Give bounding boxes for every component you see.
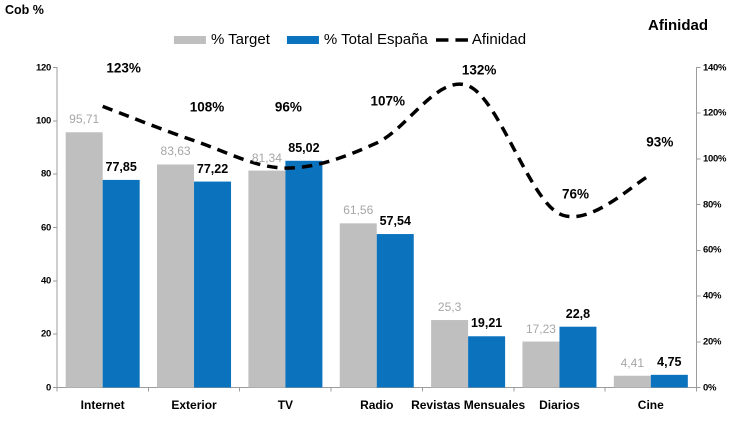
- line-label-4: 107%: [370, 93, 406, 109]
- bar-label-espana-2: 77,22: [196, 161, 229, 176]
- line-label-7: 93%: [646, 134, 674, 150]
- bar-label-target-6: 17,23: [525, 321, 556, 336]
- legend-label-afinidad: Afinidad: [471, 31, 527, 48]
- target-swatch-icon: [173, 35, 206, 44]
- legend: % Target % Total España Afinidad: [173, 31, 527, 48]
- bar-label-espana-5: 19,21: [470, 316, 503, 331]
- category-label-5: Revistas Mensuales: [411, 398, 526, 412]
- right-axis-tick-label: 120%: [703, 107, 727, 119]
- right-axis-tick-label: 40%: [703, 290, 722, 302]
- bar-espana-7: [650, 374, 688, 388]
- left-axis-title: Cob %: [5, 3, 44, 17]
- left-axis-tick-label: 20: [41, 328, 51, 340]
- bar-espana-2: [194, 181, 232, 388]
- category-label-1: Internet: [80, 398, 125, 412]
- bar-label-target-1: 95,71: [69, 112, 100, 127]
- right-axis-title: Afinidad: [648, 17, 708, 34]
- right-axis-tick-label: 60%: [703, 244, 722, 256]
- line-label-2: 108%: [189, 98, 225, 114]
- espana-swatch-icon: [286, 35, 319, 44]
- right-axis-tick-label: 20%: [703, 336, 722, 348]
- line-label-1: 123%: [106, 60, 141, 76]
- category-label-4: Radio: [360, 398, 394, 412]
- bar-target-7: [613, 375, 651, 388]
- left-axis-tick-label: 40: [41, 275, 51, 287]
- bar-espana-3: [285, 160, 323, 388]
- right-axis-tick-label: 100%: [703, 153, 727, 165]
- afinidad-line: [102, 82, 652, 219]
- category-label-3: TV: [277, 398, 294, 412]
- bar-label-espana-7: 4,75: [657, 354, 682, 369]
- bar-label-espana-3: 85,02: [288, 140, 320, 155]
- bar-label-target-5: 25,3: [437, 300, 462, 315]
- line-label-6: 76%: [561, 186, 589, 202]
- bar-espana-6: [559, 326, 597, 388]
- bar-target-6: [522, 341, 560, 388]
- bar-target-5: [431, 320, 469, 388]
- category-label-2: Exterior: [171, 398, 217, 412]
- bar-label-espana-4: 57,54: [379, 213, 411, 228]
- bar-target-2: [157, 164, 195, 388]
- dashed-line-icon: [435, 37, 468, 42]
- left-axis-tick-label: 60: [41, 221, 51, 233]
- bar-target-1: [65, 132, 103, 388]
- bar-espana-5: [468, 336, 506, 388]
- category-label-6: Diarios: [539, 398, 580, 412]
- bar-espana-4: [376, 234, 414, 388]
- bar-label-target-7: 4,41: [620, 355, 644, 370]
- left-axis-tick-label: 100: [36, 115, 51, 127]
- legend-item-afinidad: Afinidad: [435, 31, 527, 48]
- bar-label-espana-6: 22,8: [565, 306, 591, 321]
- bar-label-target-2: 83,63: [160, 144, 191, 159]
- right-axis-tick-label: 140%: [703, 61, 727, 73]
- left-axis-tick-label: 120: [36, 61, 51, 73]
- line-label-5: 132%: [461, 62, 497, 78]
- bar-label-target-3: 81,34: [251, 150, 282, 165]
- bar-target-3: [248, 170, 286, 388]
- right-axis-tick-label: 80%: [703, 198, 722, 210]
- left-axis-tick-label: 80: [41, 168, 51, 180]
- legend-item-espana: % Total España: [286, 31, 428, 48]
- line-label-3: 96%: [274, 99, 302, 115]
- bar-label-target-4: 61,56: [343, 203, 374, 218]
- bar-label-espana-1: 77,85: [105, 159, 137, 174]
- right-axis-tick-label: 0%: [703, 381, 717, 393]
- bar-espana-1: [102, 179, 140, 388]
- legend-label-target: % Target: [210, 31, 270, 48]
- bar-target-4: [339, 223, 377, 388]
- legend-label-espana: % Total España: [323, 31, 428, 48]
- legend-item-target: % Target: [173, 31, 270, 48]
- category-label-7: Cine: [637, 398, 664, 412]
- left-axis-tick-label: 0: [46, 381, 51, 393]
